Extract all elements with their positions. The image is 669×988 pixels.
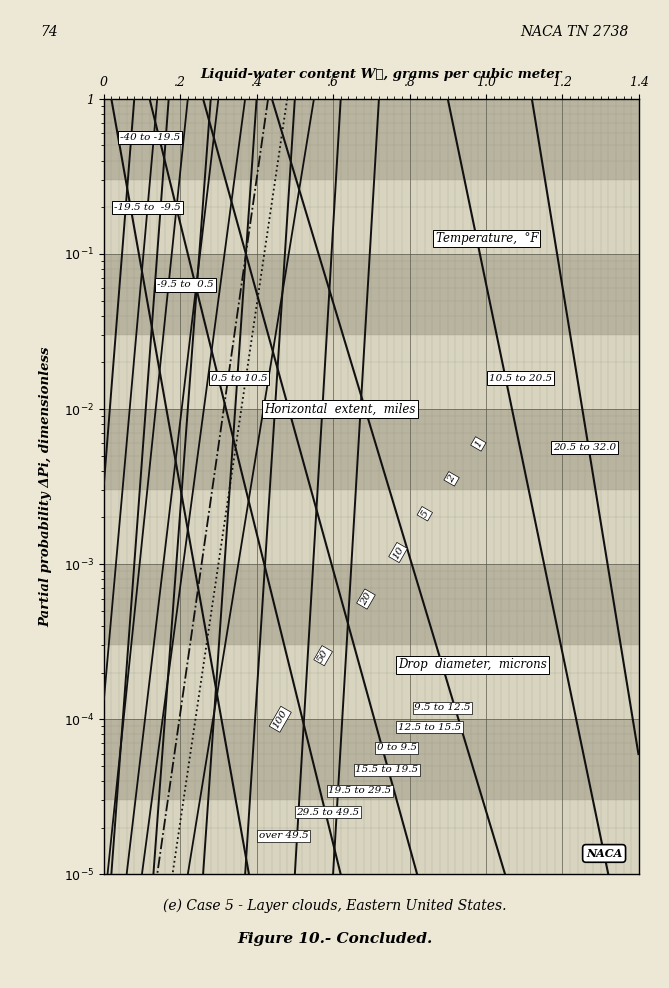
Text: 10.5 to 20.5: 10.5 to 20.5 xyxy=(489,373,552,382)
Text: NACA: NACA xyxy=(586,848,622,859)
Text: Temperature,  °F: Temperature, °F xyxy=(436,232,538,245)
Text: 74: 74 xyxy=(40,25,58,39)
Bar xyxy=(104,335,639,409)
Bar xyxy=(104,645,639,719)
Text: 29.5 to 49.5: 29.5 to 49.5 xyxy=(296,808,359,817)
Text: over 49.5: over 49.5 xyxy=(259,831,308,840)
Text: 50: 50 xyxy=(316,648,330,664)
Text: 5: 5 xyxy=(419,509,430,519)
Text: 19.5 to 29.5: 19.5 to 29.5 xyxy=(328,786,391,795)
Text: -9.5 to  0.5: -9.5 to 0.5 xyxy=(157,281,214,289)
Text: Figure 10.- Concluded.: Figure 10.- Concluded. xyxy=(237,932,432,946)
Text: 2: 2 xyxy=(446,473,457,484)
Bar xyxy=(104,800,639,874)
Text: -40 to -19.5: -40 to -19.5 xyxy=(120,133,180,142)
Text: (e) Case 5 - Layer clouds, Eastern United States.: (e) Case 5 - Layer clouds, Eastern Unite… xyxy=(163,899,506,913)
Text: 100: 100 xyxy=(272,708,289,730)
Text: 0.5 to 10.5: 0.5 to 10.5 xyxy=(211,373,267,382)
Text: NACA TN 2738: NACA TN 2738 xyxy=(520,25,629,39)
Text: -19.5 to  -9.5: -19.5 to -9.5 xyxy=(114,203,181,211)
Text: Drop  diameter,  microns: Drop diameter, microns xyxy=(398,658,547,672)
Text: 15.5 to 19.5: 15.5 to 19.5 xyxy=(355,765,418,775)
Bar xyxy=(104,99,639,180)
Text: 9.5 to 12.5: 9.5 to 12.5 xyxy=(414,703,470,712)
Text: 1: 1 xyxy=(473,439,484,450)
Bar xyxy=(104,180,639,254)
Bar xyxy=(104,409,639,490)
Text: Liquid-water content Wℓ, grams per cubic meter: Liquid-water content Wℓ, grams per cubic… xyxy=(201,67,562,81)
Text: 0 to 9.5: 0 to 9.5 xyxy=(377,743,417,753)
Y-axis label: Partial probability ΔPi, dimensionless: Partial probability ΔPi, dimensionless xyxy=(39,347,53,626)
Bar xyxy=(104,254,639,335)
Text: Horizontal  extent,  miles: Horizontal extent, miles xyxy=(264,402,415,416)
Text: 12.5 to 15.5: 12.5 to 15.5 xyxy=(398,722,461,731)
Text: 10: 10 xyxy=(391,544,405,560)
Bar xyxy=(104,490,639,564)
Bar xyxy=(104,564,639,645)
Text: 20: 20 xyxy=(359,591,373,607)
Text: 20.5 to 32.0: 20.5 to 32.0 xyxy=(553,444,616,453)
Bar xyxy=(104,719,639,800)
